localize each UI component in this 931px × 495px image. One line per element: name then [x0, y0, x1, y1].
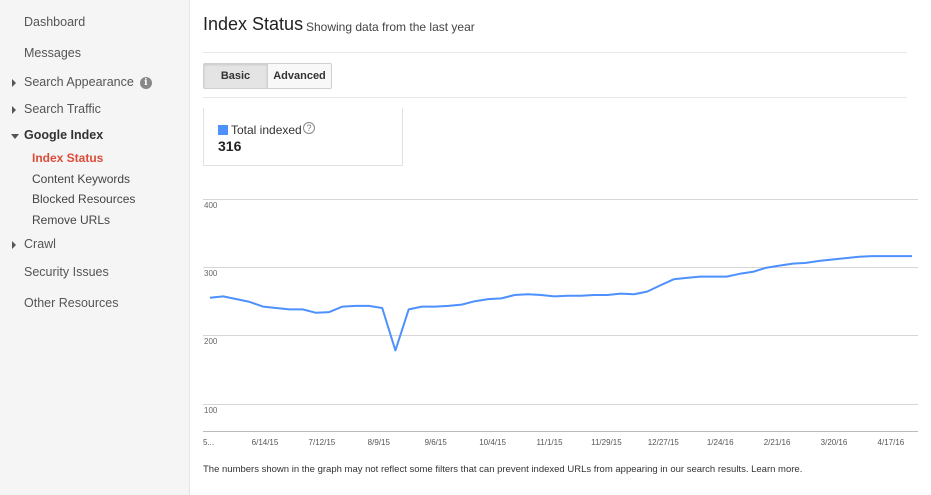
subnav-content-keywords[interactable]: Content Keywords: [32, 172, 131, 186]
y-tick-label: 300: [204, 269, 218, 278]
footer-note-text: The numbers shown in the graph may not r…: [203, 464, 749, 475]
nav-search-appearance[interactable]: Search Appearance i: [12, 75, 152, 89]
x-tick-label: 12/27/15: [648, 438, 680, 447]
x-tick-label: 11/1/15: [536, 438, 563, 447]
index-status-chart: 400 300 200 100 5... 6/14/15 7/12/15 8/9/15 9/6/…: [203, 199, 918, 447]
subnav-index-status[interactable]: Index Status: [32, 151, 104, 165]
y-tick-label: 100: [204, 406, 218, 415]
legend-swatch[interactable]: [218, 125, 228, 135]
nav-crawl[interactable]: Crawl: [12, 237, 56, 251]
x-tick-label: 9/6/15: [425, 438, 448, 447]
nav-messages[interactable]: Messages: [24, 46, 81, 60]
nav-security-issues[interactable]: Security Issues: [24, 265, 109, 279]
chevron-right-icon: [12, 106, 16, 114]
nav-other-resources[interactable]: Other Resources: [24, 296, 119, 310]
x-tick-label: 8/9/15: [368, 438, 391, 447]
nav-crawl-label: Crawl: [24, 237, 56, 251]
legend-label: Total indexed: [231, 123, 302, 137]
page-title: Index Status: [203, 14, 304, 34]
nav-search-traffic[interactable]: Search Traffic: [12, 102, 101, 116]
x-tick-label: 2/21/16: [764, 438, 791, 447]
y-tick-label: 200: [204, 337, 218, 346]
chevron-right-icon: [12, 241, 16, 249]
nav-search-traffic-label: Search Traffic: [24, 102, 101, 116]
chevron-right-icon: [12, 79, 16, 87]
metric-value: 316: [218, 138, 242, 154]
divider: [203, 52, 907, 53]
footer-note: The numbers shown in the graph may not r…: [203, 464, 802, 475]
subnav-blocked-resources[interactable]: Blocked Resources: [32, 192, 136, 206]
sidebar: Dashboard Messages Search Appearance i Se…: [0, 0, 190, 495]
divider: [203, 97, 907, 98]
nav-google-index-label: Google Index: [24, 128, 104, 142]
page-subtitle: Showing data from the last year: [306, 20, 475, 34]
nav-google-index[interactable]: Google Index: [11, 128, 104, 142]
advanced-button[interactable]: Advanced: [267, 63, 332, 89]
subnav-remove-urls[interactable]: Remove URLs: [32, 213, 111, 227]
x-tick-label: 10/4/15: [479, 438, 506, 447]
x-tick-label: 3/20/16: [821, 438, 848, 447]
x-tick-label: 4/17/16: [878, 438, 905, 447]
learn-more-link[interactable]: Learn more.: [751, 464, 803, 475]
x-tick-label: 1/24/16: [707, 438, 734, 447]
nav-dashboard[interactable]: Dashboard: [24, 15, 86, 29]
metric-box: Total indexed ? 316: [203, 108, 403, 166]
y-tick-label: 400: [204, 201, 218, 210]
basic-button[interactable]: Basic: [203, 63, 268, 89]
x-tick-label: 5...: [203, 438, 214, 447]
chevron-down-icon: [11, 134, 19, 139]
x-tick-label: 11/29/15: [591, 438, 622, 447]
help-icon[interactable]: ?: [303, 122, 315, 134]
x-tick-label: 7/12/15: [309, 438, 336, 447]
x-tick-label: 6/14/15: [252, 438, 279, 447]
info-icon[interactable]: i: [139, 77, 152, 89]
nav-search-appearance-label: Search Appearance: [24, 75, 134, 89]
series-line: [209, 255, 912, 352]
